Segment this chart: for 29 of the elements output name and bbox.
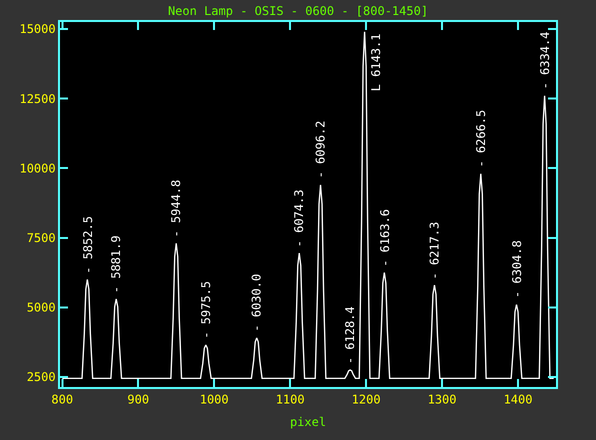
annotation: - 6266.5 [474,110,488,168]
y-tick-label: 15000 [19,22,56,36]
annotation: - 6096.2 [314,120,328,178]
y-tick-label: 2500 [26,370,56,384]
x-tick-label: 1100 [276,392,305,406]
x-tick-label: 1300 [428,392,457,406]
annotation: - 6304.8 [510,240,524,298]
annotation: - 6334.4 [538,32,552,90]
x-tick-label: 1400 [504,392,532,406]
annotation: - 6030.0 [250,274,264,332]
x-axis-title: pixel [290,414,326,429]
annotation: L 6143.1 [368,34,383,92]
annotation: - 6128.4 [343,306,358,364]
x-tick-label: 1000 [200,392,229,406]
annotation: - 6074.3 [292,190,306,248]
annotation: - 6217.3 [427,222,442,280]
annotation: - 5852.5 [80,216,95,274]
y-tick-label: 12500 [19,92,56,106]
x-tick-label: 800 [51,392,74,406]
x-tick-label: 900 [127,392,150,406]
annotation: - 5975.5 [198,281,213,339]
annotation: - 6163.6 [378,209,392,267]
y-tick-label: 5000 [26,300,56,315]
chart-title: Neon Lamp - OSIS - 0600 - [800-1450] [168,4,428,18]
y-tick-label: 7500 [26,230,56,245]
x-tick-label: 1200 [352,392,381,406]
y-tick-label: 10000 [19,161,56,176]
annotation: - 5944.8 [168,180,183,238]
annotation: - 5881.9 [109,235,124,294]
